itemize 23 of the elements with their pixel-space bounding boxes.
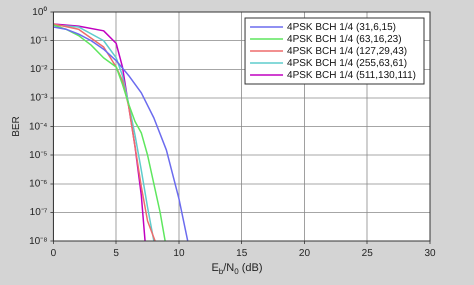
y-tick-label: 10⁻⁸ [29, 236, 48, 247]
y-tick-label: 10⁻³ [30, 92, 48, 104]
y-axis-title: BER [10, 116, 22, 137]
legend-label: 4PSK BCH 1/4 (511,130,111) [287, 70, 416, 81]
legend-label: 4PSK BCH 1/4 (31,6,15) [287, 22, 396, 33]
legend-label: 4PSK BCH 1/4 (63,16,23) [287, 34, 402, 45]
x-tick-label: 30 [424, 248, 436, 259]
y-tick-label: 10⁻⁵ [29, 150, 48, 161]
x-tick-label: 20 [298, 248, 310, 259]
x-tick-label: 5 [113, 248, 120, 259]
x-tick-label: 0 [50, 248, 57, 259]
x-tick-label: 25 [362, 248, 374, 259]
y-tick-label: 10⁰ [32, 6, 48, 18]
x-tick-label: 15 [236, 248, 248, 259]
y-tick-label: 10⁻⁷ [30, 207, 48, 218]
y-tick-label: 10⁻¹ [30, 35, 48, 46]
legend-label: 4PSK BCH 1/4 (127,29,43) [287, 46, 408, 57]
legend-label: 4PSK BCH 1/4 (255,63,61) [287, 58, 408, 69]
y-tick-label: 10⁻⁶ [29, 178, 48, 190]
y-tick-label: 10⁻² [30, 64, 48, 75]
y-tick-label: 10⁻⁴ [29, 121, 48, 132]
x-tick-label: 10 [173, 248, 185, 259]
x-axis-title: E$_{b}$/N$_{0}$ (dB) [210, 262, 264, 276]
